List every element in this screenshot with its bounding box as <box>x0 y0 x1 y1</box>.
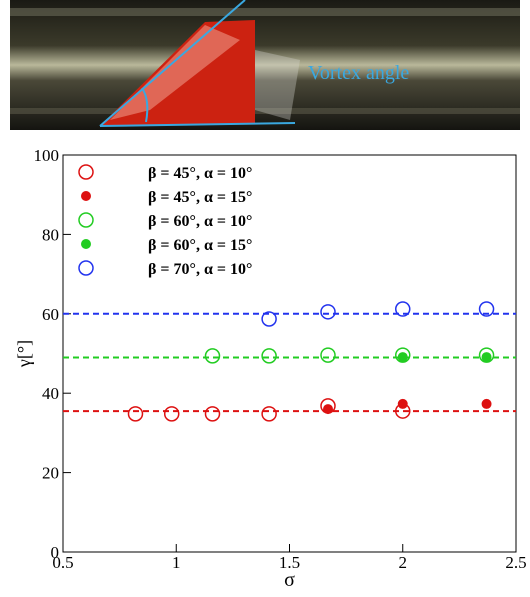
legend-marker <box>81 239 91 249</box>
marker <box>396 302 410 316</box>
y-tick-label: 100 <box>34 146 60 165</box>
marker <box>321 305 335 319</box>
marker <box>398 352 408 362</box>
y-tick-label: 0 <box>51 543 60 562</box>
marker <box>165 407 179 421</box>
y-tick-label: 40 <box>42 384 59 403</box>
legend-marker <box>79 213 93 227</box>
x-tick-label: 2 <box>399 553 408 572</box>
figure: Vortex angle 0.511.522.5020406080100σγ[°… <box>0 0 530 592</box>
marker <box>321 348 335 362</box>
marker <box>205 349 219 363</box>
y-tick-label: 60 <box>42 305 59 324</box>
legend-label: β = 60°, α = 15° <box>148 237 252 254</box>
legend-label: β = 60°, α = 10° <box>148 213 252 230</box>
legend-label: β = 45°, α = 10° <box>148 165 252 182</box>
photo-annotation: Vortex angle <box>308 62 409 84</box>
marker <box>398 399 408 409</box>
marker <box>262 349 276 363</box>
legend-label: β = 70°, α = 10° <box>148 261 252 278</box>
y-tick-label: 20 <box>42 464 59 483</box>
plot-frame <box>63 155 516 552</box>
x-tick-label: 1 <box>172 553 181 572</box>
marker <box>482 399 492 409</box>
photo: Vortex angle <box>10 0 520 130</box>
legend-marker <box>79 261 93 275</box>
x-tick-label: 2.5 <box>505 553 526 572</box>
marker <box>262 407 276 421</box>
marker <box>128 407 142 421</box>
legend-marker <box>81 191 91 201</box>
y-tick-label: 80 <box>42 225 59 244</box>
legend-label: β = 45°, α = 15° <box>148 189 252 206</box>
x-axis-label: σ <box>284 569 295 591</box>
legend-marker <box>79 165 93 179</box>
marker <box>323 404 333 414</box>
y-axis-label: γ[°] <box>14 340 34 368</box>
marker <box>482 352 492 362</box>
marker <box>262 312 276 326</box>
marker <box>205 407 219 421</box>
